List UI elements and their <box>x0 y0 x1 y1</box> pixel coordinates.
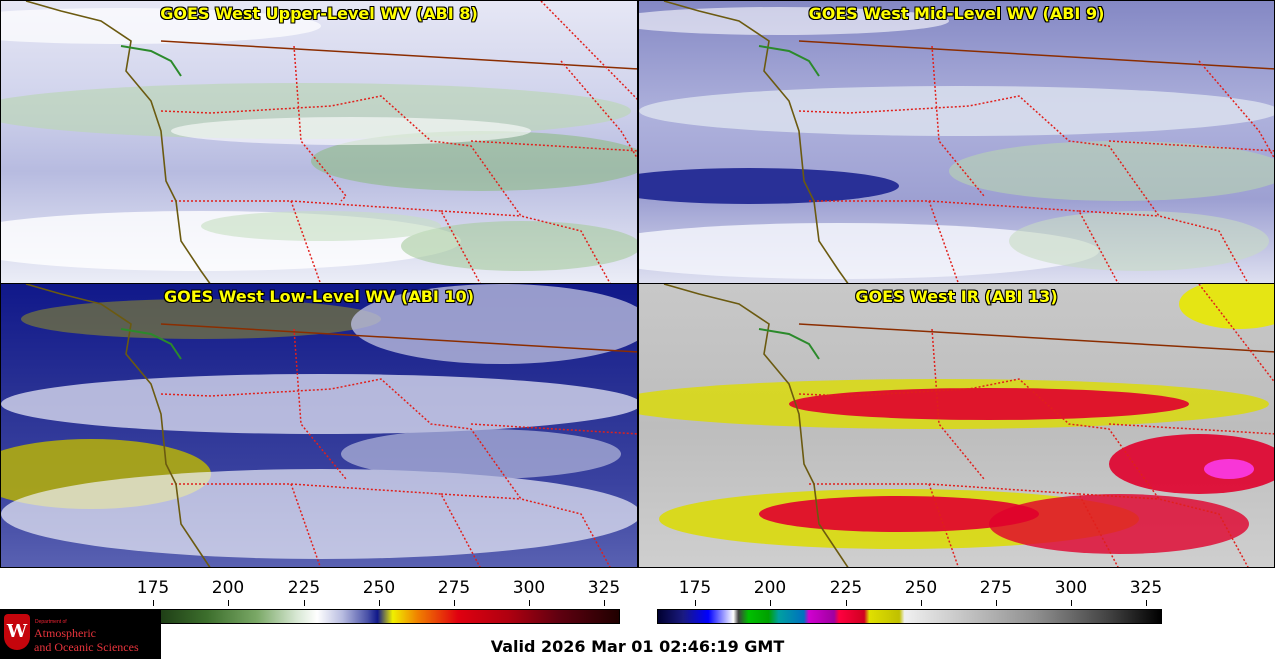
tick-mark <box>604 600 605 606</box>
valid-time: Valid 2026 Mar 01 02:46:19 GMT <box>490 637 785 656</box>
tick-label: 200 <box>211 578 245 598</box>
tick-mark <box>529 600 530 606</box>
logo-department: Department of <box>35 619 67 625</box>
panel-title: GOES West IR (ABI 13) <box>855 287 1058 306</box>
mid-level-wv-image <box>639 1 1274 283</box>
tick-mark <box>379 600 380 606</box>
tick-mark <box>695 600 696 606</box>
tick-mark <box>846 600 847 606</box>
tick-mark <box>454 600 455 606</box>
tick-label: 275 <box>437 578 471 598</box>
logo-name-line1: Atmospheric <box>34 626 96 640</box>
tick-label: 250 <box>904 578 938 598</box>
upper-level-wv-image <box>1 1 637 283</box>
tick-mark <box>153 600 154 606</box>
tick-label: 175 <box>678 578 712 598</box>
upper-level-wv-panel: GOES West Upper-Level WV (ABI 8) <box>0 0 638 284</box>
tick-label: 225 <box>287 578 321 598</box>
tick-mark <box>1146 600 1147 606</box>
tick-mark <box>228 600 229 606</box>
low-level-wv-panel: GOES West Low-Level WV (ABI 10) <box>0 283 638 568</box>
tick-label: 250 <box>362 578 396 598</box>
ir-colorbar-ticks: 175 200 225 250 275 300 325 <box>657 578 1163 606</box>
tick-mark <box>304 600 305 606</box>
tick-label: 275 <box>979 578 1013 598</box>
tick-label: 300 <box>1054 578 1088 598</box>
panel-title: GOES West Mid-Level WV (ABI 9) <box>808 4 1105 23</box>
tick-label: 200 <box>753 578 787 598</box>
mid-level-wv-panel: GOES West Mid-Level WV (ABI 9) <box>638 0 1275 284</box>
uw-crest-icon: W <box>4 614 30 650</box>
wv-colorbar-ticks: 175 200 225 250 275 300 325 <box>115 578 621 606</box>
logo-name-line2: and Oceanic Sciences <box>34 640 139 654</box>
aos-logo: W Department of Atmospheric and Oceanic … <box>0 609 161 659</box>
ir-colorbar <box>657 609 1162 624</box>
tick-label: 325 <box>1129 578 1163 598</box>
panel-title: GOES West Low-Level WV (ABI 10) <box>163 287 474 306</box>
low-level-wv-image <box>1 284 637 567</box>
tick-mark <box>996 600 997 606</box>
tick-mark <box>921 600 922 606</box>
tick-label: 175 <box>136 578 170 598</box>
ir-panel: GOES West IR (ABI 13) <box>638 283 1275 568</box>
tick-label: 225 <box>829 578 863 598</box>
tick-mark <box>770 600 771 606</box>
panel-title: GOES West Upper-Level WV (ABI 8) <box>160 4 478 23</box>
wv-colorbar <box>115 609 620 624</box>
ir-image <box>639 284 1274 567</box>
tick-label: 325 <box>587 578 621 598</box>
tick-mark <box>1071 600 1072 606</box>
tick-label: 300 <box>512 578 546 598</box>
